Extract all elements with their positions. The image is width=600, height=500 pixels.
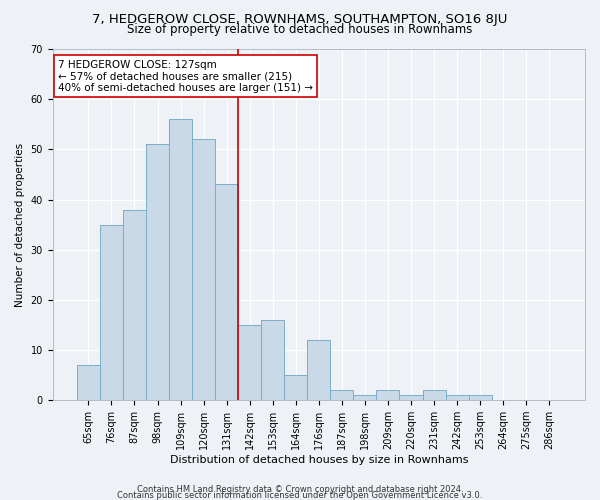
Bar <box>376 390 400 400</box>
Bar <box>400 395 422 400</box>
Bar <box>469 395 491 400</box>
Bar <box>284 375 307 400</box>
Bar <box>100 224 123 400</box>
Bar <box>422 390 446 400</box>
Bar <box>146 144 169 400</box>
Bar <box>123 210 146 400</box>
Bar <box>331 390 353 400</box>
Bar <box>77 365 100 400</box>
Bar <box>307 340 331 400</box>
Bar <box>261 320 284 400</box>
Bar <box>353 395 376 400</box>
Text: 7 HEDGEROW CLOSE: 127sqm
← 57% of detached houses are smaller (215)
40% of semi-: 7 HEDGEROW CLOSE: 127sqm ← 57% of detach… <box>58 60 313 92</box>
Bar <box>192 140 215 400</box>
Text: Size of property relative to detached houses in Rownhams: Size of property relative to detached ho… <box>127 22 473 36</box>
Bar <box>169 119 192 400</box>
X-axis label: Distribution of detached houses by size in Rownhams: Distribution of detached houses by size … <box>170 455 468 465</box>
Text: 7, HEDGEROW CLOSE, ROWNHAMS, SOUTHAMPTON, SO16 8JU: 7, HEDGEROW CLOSE, ROWNHAMS, SOUTHAMPTON… <box>92 12 508 26</box>
Bar <box>215 184 238 400</box>
Text: Contains public sector information licensed under the Open Government Licence v3: Contains public sector information licen… <box>118 492 482 500</box>
Bar <box>446 395 469 400</box>
Bar <box>238 325 261 400</box>
Text: Contains HM Land Registry data © Crown copyright and database right 2024.: Contains HM Land Registry data © Crown c… <box>137 486 463 494</box>
Y-axis label: Number of detached properties: Number of detached properties <box>15 142 25 306</box>
